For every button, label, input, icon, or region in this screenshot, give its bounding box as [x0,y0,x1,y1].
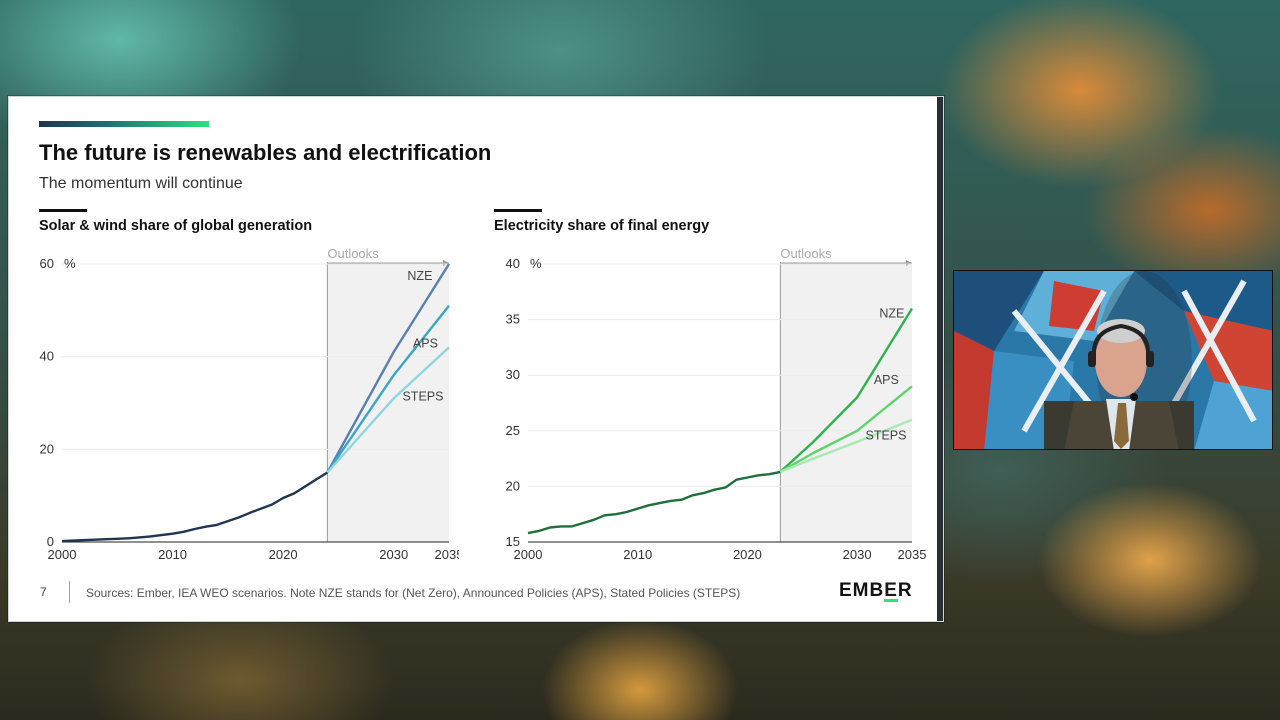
y-tick-label: 25 [506,423,520,438]
ember-logo: EMBER [839,580,913,602]
webcam-feed [953,270,1273,450]
x-tick-label: 2035 [898,547,927,562]
y-tick-label: 40 [40,349,54,364]
right-panel-bar [494,209,542,212]
series-line-aps [779,385,913,473]
y-tick-label: 35 [506,312,520,327]
x-tick-label: 2020 [733,547,762,562]
unit-label: % [530,256,542,271]
presenter-video-image [954,271,1272,449]
series-line-nze [326,263,451,474]
electricity-share-chart: Outlooks 15 20 25 30 35 40 % 2000 2010 2020 2030 203… [506,246,927,562]
outlook-label: Outlooks [780,246,832,261]
series-line-steps [326,346,450,474]
y-tick-label: 20 [506,478,520,493]
left-panel-bar [39,209,87,212]
sources-note: Sources: Ember, IEA WEO scenarios. Note … [86,586,741,600]
unit-label: % [64,256,76,271]
left-chart-title: Solar & wind share of global generation [39,218,313,234]
y-tick-label: 60 [40,256,54,271]
x-tick-label: 2010 [158,547,187,562]
x-tick-label: 2010 [623,547,652,562]
title-accent-bar [39,121,209,127]
series-line-historical [61,471,329,543]
y-tick-label: 15 [506,534,520,549]
x-tick-label: 2020 [269,547,298,562]
series-label-aps: APS [874,373,899,387]
x-tick-label: 2035 [435,547,459,562]
x-tick-label: 2030 [843,547,872,562]
footer-divider [69,581,70,603]
series-label-aps: APS [413,336,438,350]
page-number: 7 [40,585,47,599]
series-line-nze [779,307,914,473]
series-label-steps: STEPS [402,390,443,404]
series-line-aps [326,304,450,474]
x-tick-label: 2000 [48,547,77,562]
series-label-nze: NZE [879,306,904,320]
slide-subtitle: The momentum will continue [39,175,243,192]
series-line-historical [527,470,781,535]
slide: The future is renewables and electrifica… [8,96,944,622]
slide-edge [937,97,943,621]
y-tick-label: 30 [506,367,520,382]
outlook-label: Outlooks [327,246,379,261]
series-label-nze: NZE [407,269,432,283]
series-label-steps: STEPS [866,429,907,443]
series-line-steps [779,418,913,474]
x-tick-label: 2000 [514,547,543,562]
y-tick-label: 20 [40,441,54,456]
y-tick-label: 0 [47,534,54,549]
solar-wind-chart: Outlooks 0 20 40 60% 2000 2010 2020 2030 2035 NZE A… [40,246,459,562]
y-tick-label: 40 [506,256,520,271]
slide-title: The future is renewables and electrifica… [39,140,492,165]
x-tick-label: 2030 [379,547,408,562]
right-chart-title: Electricity share of final energy [494,218,710,234]
